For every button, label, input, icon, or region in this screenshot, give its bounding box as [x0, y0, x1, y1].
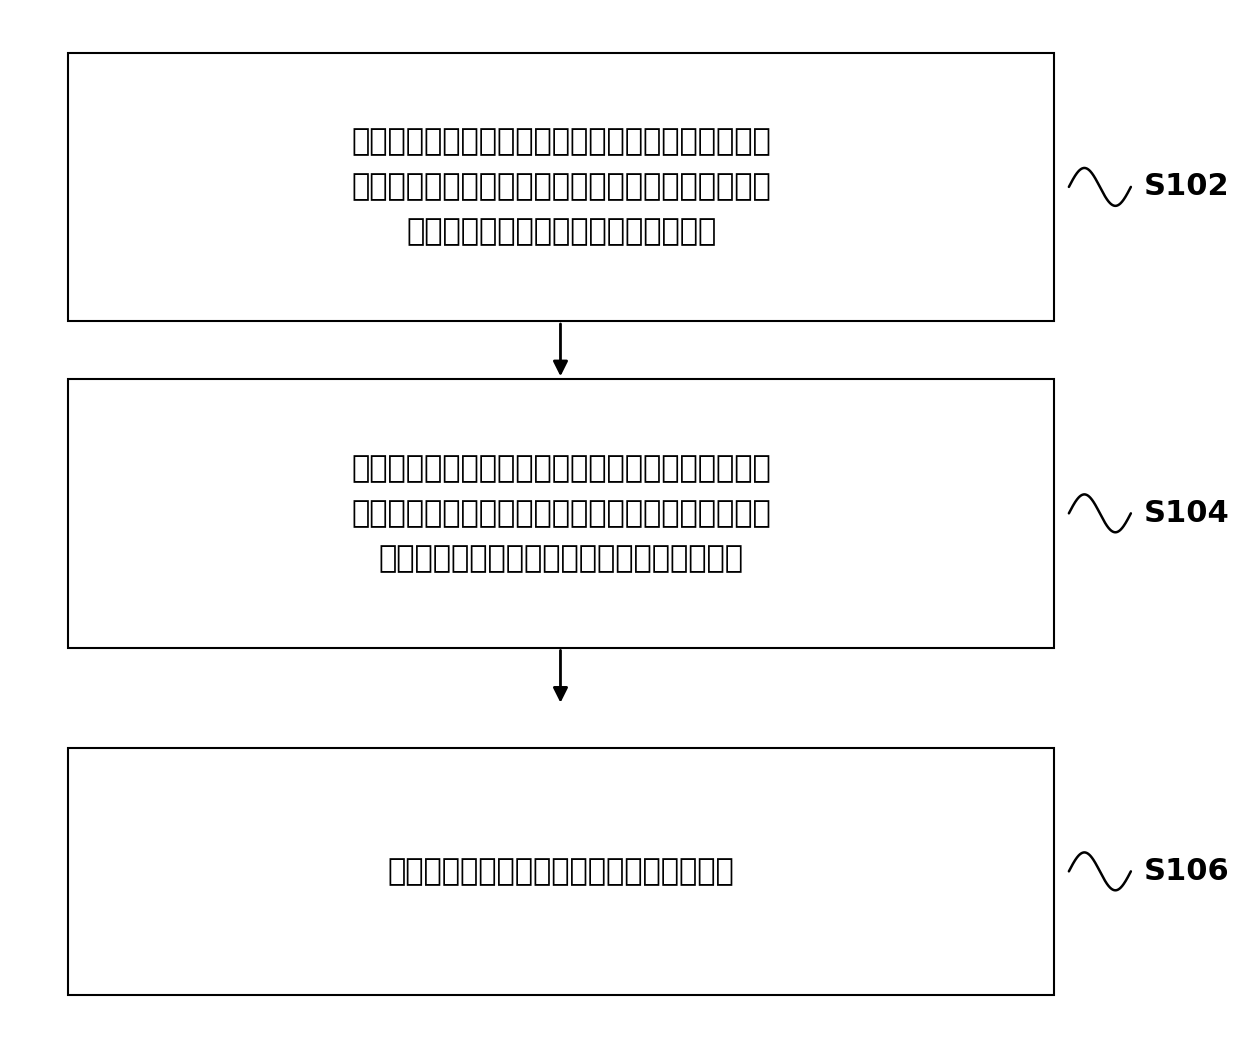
Text: 从所述多个服务进程中获取一个或者多个目标服务进
程，其中，所述当前负载与所述一个或者多个目标服
务进程的总负载之间的差值低于第二负载阈值: 从所述多个服务进程中获取一个或者多个目标服务进 程，其中，所述当前负载与所述一个…	[351, 454, 771, 573]
Text: S104: S104	[1143, 499, 1229, 528]
Text: S102: S102	[1143, 173, 1229, 201]
FancyBboxPatch shape	[68, 53, 1054, 321]
FancyBboxPatch shape	[68, 748, 1054, 995]
FancyBboxPatch shape	[68, 379, 1054, 648]
Text: 对所述一个或者多个目标服务进程进行转移: 对所述一个或者多个目标服务进程进行转移	[388, 857, 734, 886]
Text: 确定路由节点上承载的当前负载超出第一负载阈值，
其中，所述路由节点上承载了多个服务进程，所述当
前负载为所述多个服务进程的负载之和: 确定路由节点上承载的当前负载超出第一负载阈值， 其中，所述路由节点上承载了多个服…	[351, 127, 771, 246]
Text: S106: S106	[1143, 857, 1229, 886]
